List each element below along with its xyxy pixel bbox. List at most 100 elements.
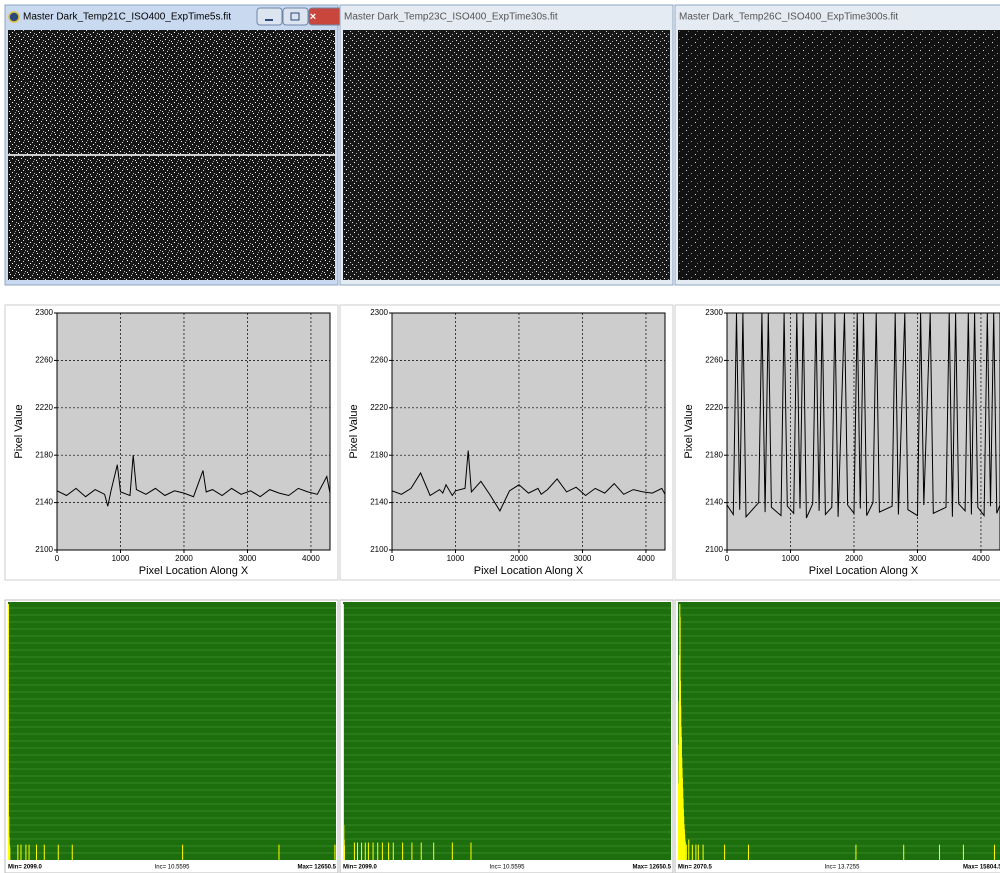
y-tick-label: 2100 bbox=[370, 545, 388, 554]
histogram-bar bbox=[411, 843, 412, 860]
histogram-area bbox=[343, 602, 671, 860]
histogram-bar bbox=[695, 845, 696, 860]
y-tick-label: 2180 bbox=[35, 450, 53, 459]
y-tick-label: 2220 bbox=[370, 403, 388, 412]
y-tick-label: 2300 bbox=[370, 308, 388, 317]
histogram-bar bbox=[29, 845, 30, 860]
x-axis-label: Pixel Location Along X bbox=[809, 565, 919, 577]
close-icon: × bbox=[310, 11, 316, 23]
histogram-bar bbox=[724, 845, 725, 860]
histogram-bar bbox=[377, 843, 378, 860]
histogram-bar bbox=[357, 843, 358, 860]
histogram-bar bbox=[388, 843, 389, 860]
min-label: Min= 2099.0 bbox=[343, 865, 378, 871]
page: × Master Dark_Temp21C_ISO400_ExpTime5s.fi… bbox=[0, 0, 1000, 873]
histogram-bar bbox=[25, 845, 26, 860]
maximize-button[interactable] bbox=[283, 8, 308, 25]
app-icon bbox=[9, 12, 19, 22]
histogram-bar bbox=[373, 843, 374, 860]
y-tick-label: 2180 bbox=[705, 450, 723, 459]
histogram-area bbox=[678, 602, 1000, 860]
histogram-bar bbox=[368, 843, 369, 860]
histogram-bar bbox=[334, 845, 335, 860]
y-tick-label: 2300 bbox=[35, 308, 53, 317]
x-axis-label: Pixel Location Along X bbox=[139, 565, 249, 577]
histogram-bar bbox=[343, 604, 344, 860]
y-tick-label: 2220 bbox=[35, 403, 53, 412]
y-tick-label: 2300 bbox=[705, 308, 723, 317]
histogram-bar bbox=[433, 843, 434, 860]
plot-area bbox=[392, 313, 665, 550]
y-tick-label: 2260 bbox=[35, 356, 53, 365]
histogram-bar bbox=[703, 845, 704, 860]
max-label: Max= 12650.5 bbox=[632, 865, 671, 871]
x-tick-label: 4000 bbox=[637, 554, 655, 563]
histogram-bar bbox=[36, 845, 37, 860]
histogram-bar bbox=[382, 843, 383, 860]
y-axis-label: Pixel Value bbox=[683, 404, 695, 458]
min-label: Min= 2099.0 bbox=[8, 865, 43, 871]
histogram-bar bbox=[402, 843, 403, 860]
histogram-bar bbox=[452, 843, 453, 860]
histogram-bar bbox=[903, 845, 904, 860]
y-tick-label: 2180 bbox=[370, 450, 388, 459]
y-axis-label: Pixel Value bbox=[348, 404, 360, 458]
y-tick-label: 2140 bbox=[370, 498, 388, 507]
inc-label: Inc= 10.5595 bbox=[490, 865, 526, 871]
x-tick-label: 3000 bbox=[909, 554, 927, 563]
dark-frame-image bbox=[678, 30, 1000, 280]
min-label: Min= 2070.5 bbox=[678, 865, 713, 871]
x-tick-label: 3000 bbox=[239, 554, 257, 563]
window-title: Master Dark_Temp26C_ISO400_ExpTime300s.f… bbox=[679, 12, 898, 23]
plot-area bbox=[57, 313, 330, 550]
histogram-bar bbox=[692, 845, 693, 860]
histogram-bar bbox=[58, 845, 59, 860]
y-tick-label: 2140 bbox=[35, 498, 53, 507]
histogram-bar bbox=[72, 845, 73, 860]
x-tick-label: 4000 bbox=[972, 554, 990, 563]
histogram-area bbox=[8, 602, 336, 860]
dark-frame-image bbox=[343, 30, 670, 280]
x-tick-label: 1000 bbox=[447, 554, 465, 563]
histogram-bar bbox=[685, 842, 686, 860]
histogram-bar bbox=[698, 845, 699, 860]
histogram-bar bbox=[393, 843, 394, 860]
x-tick-label: 2000 bbox=[845, 554, 863, 563]
y-tick-label: 2260 bbox=[705, 356, 723, 365]
histogram-bar bbox=[44, 845, 45, 860]
y-tick-label: 2100 bbox=[35, 545, 53, 554]
histogram-bar bbox=[182, 845, 183, 860]
x-axis-label: Pixel Location Along X bbox=[474, 565, 584, 577]
histogram-bar bbox=[17, 845, 18, 860]
y-tick-label: 2220 bbox=[705, 403, 723, 412]
histogram-bar bbox=[361, 843, 362, 860]
histogram-bar bbox=[20, 845, 21, 860]
hot-row bbox=[8, 154, 335, 156]
histogram-bar bbox=[421, 843, 422, 860]
y-tick-label: 2100 bbox=[705, 545, 723, 554]
histogram-bar bbox=[686, 845, 687, 860]
x-tick-label: 0 bbox=[55, 554, 60, 563]
histogram-bar bbox=[344, 845, 345, 860]
histogram-bar bbox=[855, 845, 856, 860]
screen: × Master Dark_Temp21C_ISO400_ExpTime5s.fi… bbox=[0, 0, 1000, 873]
y-tick-label: 2140 bbox=[705, 498, 723, 507]
histogram-bar bbox=[963, 845, 964, 860]
max-label: Max= 12650.5 bbox=[297, 865, 336, 871]
inc-label: Inc= 13.7255 bbox=[825, 865, 861, 871]
x-tick-label: 0 bbox=[390, 554, 395, 563]
x-tick-label: 1000 bbox=[112, 554, 130, 563]
x-tick-label: 3000 bbox=[574, 554, 592, 563]
histogram-bar bbox=[688, 840, 689, 860]
x-tick-label: 4000 bbox=[302, 554, 320, 563]
window-title: Master Dark_Temp21C_ISO400_ExpTime5s.fit bbox=[23, 12, 231, 23]
histogram-bar bbox=[278, 845, 279, 860]
histogram-bar bbox=[9, 847, 10, 860]
y-tick-label: 2260 bbox=[370, 356, 388, 365]
histogram-bar bbox=[748, 845, 749, 860]
x-tick-label: 2000 bbox=[510, 554, 528, 563]
max-label: Max= 15804.5 bbox=[963, 865, 1000, 871]
minimize-button[interactable] bbox=[257, 8, 282, 25]
histogram-bar bbox=[354, 843, 355, 860]
minimize-icon bbox=[265, 19, 273, 21]
